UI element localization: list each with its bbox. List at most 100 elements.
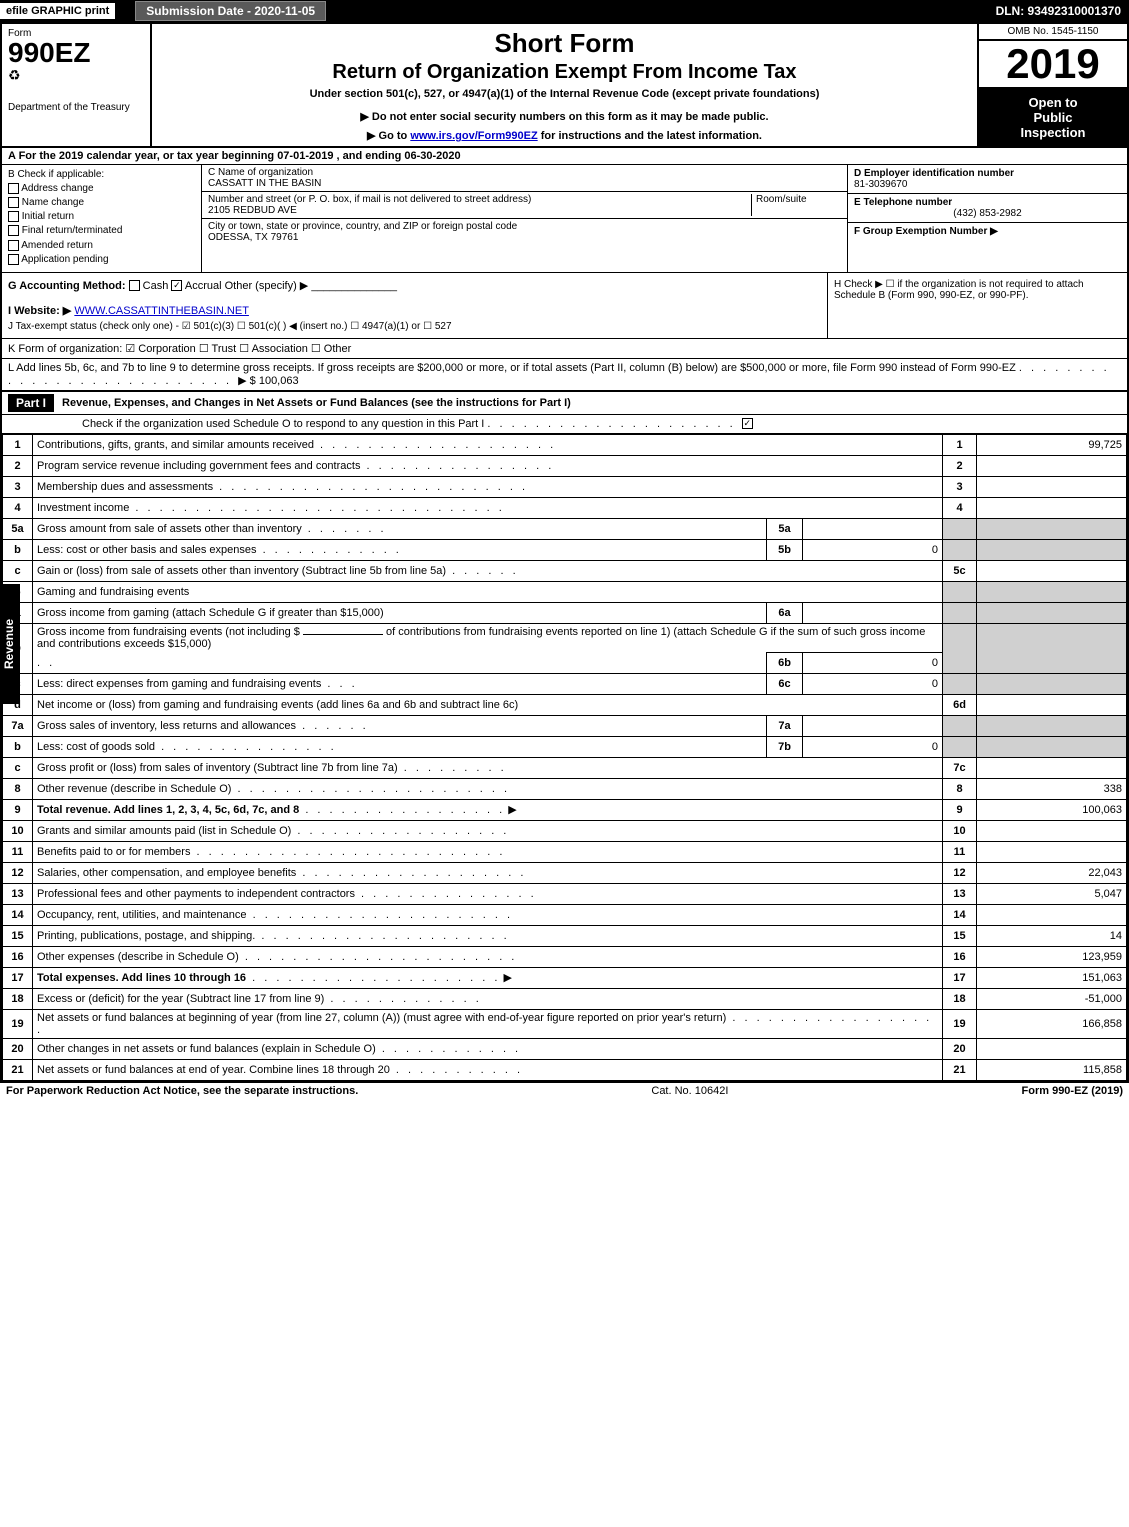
header-center: Short Form Return of Organization Exempt… <box>152 24 977 146</box>
line-9: 9Total revenue. Add lines 1, 2, 3, 4, 5c… <box>3 799 1127 820</box>
j-tax-exempt: J Tax-exempt status (check only one) - ☑… <box>8 321 821 332</box>
phone-cell: E Telephone number (432) 853-2982 <box>848 194 1127 223</box>
form-container: Form 990EZ ♻ Department of the Treasury … <box>0 22 1129 1083</box>
line-5c: cGain or (loss) from sale of assets othe… <box>3 560 1127 581</box>
ein-val: 81-3039670 <box>854 179 907 190</box>
line-2: 2Program service revenue including gover… <box>3 455 1127 476</box>
check-final-return[interactable]: Final return/terminated <box>8 225 195 236</box>
row-gh: G Accounting Method: Cash ✓ Accrual Othe… <box>2 273 1127 339</box>
form-header: Form 990EZ ♻ Department of the Treasury … <box>2 24 1127 148</box>
line-13: 13Professional fees and other payments t… <box>3 883 1127 904</box>
phone-val: (432) 853-2982 <box>854 208 1121 219</box>
check-initial-return[interactable]: Initial return <box>8 211 195 222</box>
city-label: City or town, state or province, country… <box>208 221 517 232</box>
c-label: C Name of organization <box>208 167 313 178</box>
recycle-icon: ♻ <box>8 67 144 84</box>
line-6: 6Gaming and fundraising events <box>3 581 1127 602</box>
inspection-line2: Public <box>983 110 1123 125</box>
check-cash[interactable] <box>129 280 140 291</box>
line-8: 8Other revenue (describe in Schedule O) … <box>3 778 1127 799</box>
line-7a: 7aGross sales of inventory, less returns… <box>3 715 1127 736</box>
check-address-change[interactable]: Address change <box>8 183 195 194</box>
block-b-checkboxes: B Check if applicable: Address change Na… <box>2 165 202 272</box>
return-title: Return of Organization Exempt From Incom… <box>160 61 969 84</box>
g-accounting: G Accounting Method: Cash ✓ Accrual Othe… <box>2 273 827 338</box>
block-b: B Check if applicable: Address change Na… <box>2 165 1127 273</box>
check-name-change[interactable]: Name change <box>8 197 195 208</box>
side-label-revenue: Revenue <box>0 584 20 704</box>
line-17: 17Total expenses. Add lines 10 through 1… <box>3 967 1127 988</box>
street-val: 2105 REDBUD AVE <box>208 205 297 216</box>
line-14: 14Occupancy, rent, utilities, and mainte… <box>3 904 1127 925</box>
line-5b: bLess: cost or other basis and sales exp… <box>3 539 1127 560</box>
footer-right: Form 990-EZ (2019) <box>1022 1085 1123 1097</box>
go-to-link-row: ▶ Go to www.irs.gov/Form990EZ for instru… <box>160 129 969 142</box>
line-19: 19Net assets or fund balances at beginni… <box>3 1009 1127 1038</box>
h-check: H Check ▶ ☐ if the organization is not r… <box>827 273 1127 338</box>
part1-check: Check if the organization used Schedule … <box>2 415 1127 434</box>
check-accrual[interactable]: ✓ <box>171 280 182 291</box>
city-val: ODESSA, TX 79761 <box>208 232 298 243</box>
under-section: Under section 501(c), 527, or 4947(a)(1)… <box>160 88 969 100</box>
tax-year: 2019 <box>979 41 1127 89</box>
part1-title: Revenue, Expenses, and Changes in Net As… <box>62 397 571 409</box>
line-7b: bLess: cost of goods sold . . . . . . . … <box>3 736 1127 757</box>
l-gross-receipts: L Add lines 5b, 6c, and 7b to line 9 to … <box>2 359 1127 392</box>
short-form-title: Short Form <box>160 28 969 59</box>
line-20: 20Other changes in net assets or fund ba… <box>3 1038 1127 1059</box>
efile-label[interactable]: efile GRAPHIC print <box>0 3 115 19</box>
check-application-pending[interactable]: Application pending <box>8 254 195 265</box>
footer-mid: Cat. No. 10642I <box>651 1085 728 1097</box>
street-label: Number and street (or P. O. box, if mail… <box>208 194 531 205</box>
line-1: 1Contributions, gifts, grants, and simil… <box>3 434 1127 455</box>
department-label: Department of the Treasury <box>8 102 144 113</box>
inspection-line1: Open to <box>983 95 1123 110</box>
line-6c: cLess: direct expenses from gaming and f… <box>3 673 1127 694</box>
block-def: D Employer identification number 81-3039… <box>847 165 1127 272</box>
l-text: L Add lines 5b, 6c, and 7b to line 9 to … <box>8 362 1016 374</box>
website-link[interactable]: WWW.CASSATTINTHEBASIN.NET <box>74 305 249 317</box>
line-3: 3Membership dues and assessments . . . .… <box>3 476 1127 497</box>
part1-header-row: Part I Revenue, Expenses, and Changes in… <box>2 392 1127 415</box>
line-6b: bGross income from fundraising events (n… <box>3 623 1127 652</box>
check-schedule-o[interactable]: ✓ <box>742 418 753 429</box>
line-10: 10Grants and similar amounts paid (list … <box>3 820 1127 841</box>
check-amended-return[interactable]: Amended return <box>8 240 195 251</box>
part1-table: Revenue 1Contributions, gifts, grants, a… <box>2 434 1127 1081</box>
e-label: E Telephone number <box>854 197 952 208</box>
top-bar: efile GRAPHIC print Submission Date - 20… <box>0 0 1129 22</box>
ein-cell: D Employer identification number 81-3039… <box>848 165 1127 194</box>
go-to-prefix: ▶ Go to <box>367 130 410 142</box>
row-a-tax-year: A For the 2019 calendar year, or tax yea… <box>2 148 1127 165</box>
part1-label: Part I <box>8 394 54 412</box>
lines-table: 1Contributions, gifts, grants, and simil… <box>2 434 1127 1081</box>
f-label: F Group Exemption Number ▶ <box>854 226 998 237</box>
dln-label: DLN: 93492310001370 <box>996 4 1129 18</box>
irs-link[interactable]: www.irs.gov/Form990EZ <box>410 130 537 142</box>
footer: For Paperwork Reduction Act Notice, see … <box>0 1083 1129 1099</box>
line-6d: dNet income or (loss) from gaming and fu… <box>3 694 1127 715</box>
org-name-row: C Name of organization CASSATT IN THE BA… <box>202 165 847 192</box>
form-number: 990EZ <box>8 39 144 67</box>
line-7c: cGross profit or (loss) from sales of in… <box>3 757 1127 778</box>
inspection-line3: Inspection <box>983 125 1123 140</box>
do-not-enter: ▶ Do not enter social security numbers o… <box>160 110 969 123</box>
org-name: CASSATT IN THE BASIN <box>208 178 321 189</box>
room-label: Room/suite <box>756 194 807 205</box>
inspection-badge: Open to Public Inspection <box>979 89 1127 146</box>
line-4: 4Investment income . . . . . . . . . . .… <box>3 497 1127 518</box>
street-row: Number and street (or P. O. box, if mail… <box>202 192 847 219</box>
line-18: 18Excess or (deficit) for the year (Subt… <box>3 988 1127 1009</box>
city-row: City or town, state or province, country… <box>202 219 847 245</box>
g-label: G Accounting Method: <box>8 280 126 292</box>
group-exemption-cell: F Group Exemption Number ▶ <box>848 223 1127 240</box>
line-15: 15Printing, publications, postage, and s… <box>3 925 1127 946</box>
b-title: B Check if applicable: <box>8 169 195 180</box>
header-left: Form 990EZ ♻ Department of the Treasury <box>2 24 152 146</box>
block-c-address: C Name of organization CASSATT IN THE BA… <box>202 165 847 272</box>
go-to-suffix: for instructions and the latest informat… <box>538 130 762 142</box>
submission-date: Submission Date - 2020-11-05 <box>135 1 326 21</box>
d-label: D Employer identification number <box>854 168 1014 179</box>
line-11: 11Benefits paid to or for members . . . … <box>3 841 1127 862</box>
line-21: 21Net assets or fund balances at end of … <box>3 1059 1127 1080</box>
